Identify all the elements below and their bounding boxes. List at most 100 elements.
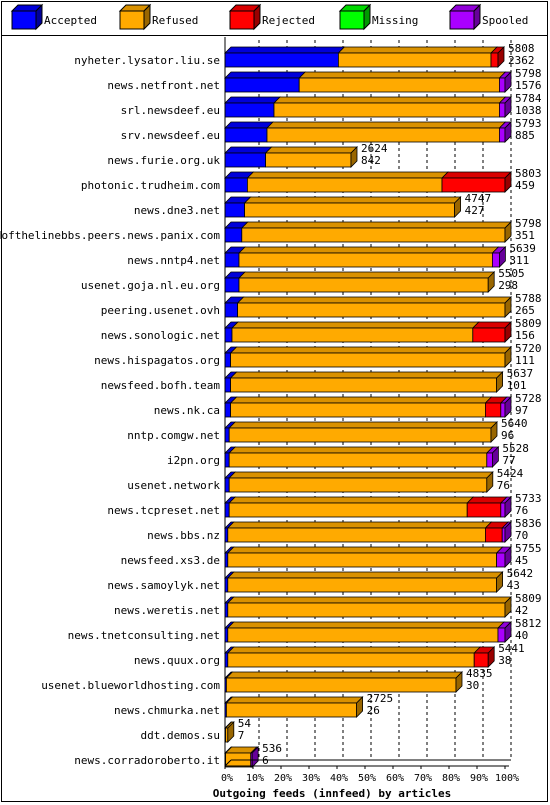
- bar-segment-refused: [227, 577, 497, 593]
- bar-segment-refused: [230, 377, 498, 393]
- bar-segment-refused: [230, 402, 486, 418]
- bar-top-refused: [273, 96, 507, 104]
- host-label: i2pn.org: [167, 454, 220, 467]
- host-label: endofthelinebbs.peers.news.panix.com: [0, 229, 220, 242]
- total-label: 54: [238, 717, 252, 730]
- bar-segment-spooled: [500, 502, 506, 518]
- host-label: peering.usenet.ovh: [101, 304, 220, 317]
- bar-side: [504, 171, 512, 193]
- host-label: news.tnetconsulting.net: [68, 629, 220, 642]
- bar-segment-refused: [227, 652, 475, 668]
- host-label: usenet.network: [127, 479, 220, 492]
- bar-top-refused: [228, 446, 494, 454]
- bar-segment-rejected: [441, 177, 506, 193]
- bar-top-refused: [246, 171, 449, 179]
- total-label: 5836: [515, 517, 542, 530]
- accepted-count-label: 459: [515, 179, 535, 192]
- bar-segment-refused: [337, 52, 492, 68]
- bar-segment-refused: [273, 102, 500, 118]
- x-tick-label: 0%: [221, 773, 233, 784]
- bar-side: [504, 396, 512, 418]
- host-label: news.dne3.net: [134, 204, 220, 217]
- bar-segment-spooled: [497, 627, 506, 643]
- bar-segment-accepted: [224, 77, 300, 93]
- bar-top-refused: [238, 246, 500, 254]
- total-label: 5642: [507, 567, 533, 580]
- bar-segment-accepted: [224, 277, 240, 293]
- legend-swatch: [119, 10, 145, 30]
- bar-side: [486, 471, 494, 493]
- bar-top-refused: [243, 196, 462, 204]
- legend-label: Refused: [152, 14, 198, 27]
- bar-segment-refused: [246, 177, 443, 193]
- legend-label: Rejected: [262, 14, 315, 27]
- legend-item-accepted: Accepted: [10, 3, 97, 31]
- total-label: 536: [262, 742, 282, 755]
- bar-top-refused: [226, 646, 482, 654]
- accepted-count-label: 97: [515, 404, 528, 417]
- bar-segment-accepted: [224, 377, 231, 393]
- accepted-count-label: 265: [515, 304, 535, 317]
- host-label: news.corradoroberto.it: [74, 754, 220, 767]
- legend-swatch: [229, 10, 255, 30]
- bar-top-refused: [238, 271, 496, 279]
- bar-side: [490, 421, 498, 443]
- bar-side: [504, 496, 512, 518]
- bar-side: [504, 71, 512, 93]
- accepted-count-label: 1038: [515, 104, 542, 117]
- legend-label: Spooled: [482, 14, 528, 27]
- x-tick-label: 70%: [414, 773, 432, 784]
- x-tick-label: 80%: [442, 773, 460, 784]
- bar-top-refused: [229, 346, 512, 354]
- bar-side: [497, 46, 505, 68]
- bar-segment-accepted: [224, 452, 230, 468]
- accepted-count-label: 76: [515, 504, 528, 517]
- host-label: news.samoylyk.net: [107, 579, 220, 592]
- bar-top-refused: [226, 621, 505, 629]
- bar-segment-refused: [228, 452, 488, 468]
- total-label: 5755: [515, 542, 542, 555]
- total-label: 2725: [367, 692, 394, 705]
- bar-top-refused: [228, 496, 475, 504]
- bar-top-accepted: [224, 71, 307, 79]
- bar-segment-refused: [228, 502, 468, 518]
- bar-side: [504, 596, 512, 618]
- accepted-count-label: 96: [501, 429, 514, 442]
- bar-segment-accepted: [224, 152, 266, 168]
- bar-segment-refused: [237, 302, 506, 318]
- host-label: usenet.goja.nl.eu.org: [81, 279, 220, 292]
- accepted-count-label: 351: [515, 229, 535, 242]
- total-label: 5441: [498, 642, 525, 655]
- bar-segment-accepted: [224, 427, 230, 443]
- bar-segment-refused: [227, 627, 499, 643]
- bar-side: [504, 521, 512, 543]
- host-label: newsfeed.xs3.de: [121, 554, 220, 567]
- host-label: news.nk.ca: [154, 404, 220, 417]
- bar-segment-accepted: [224, 177, 248, 193]
- bar-segment-refused: [238, 277, 489, 293]
- total-label: 5528: [502, 442, 529, 455]
- bar-side: [504, 96, 512, 118]
- bar-top-refused: [226, 521, 493, 529]
- accepted-count-label: 45: [515, 554, 528, 567]
- accepted-count-label: 76: [497, 479, 510, 492]
- legend-swatch: [11, 10, 37, 30]
- accepted-count-label: 311: [509, 254, 529, 267]
- accepted-count-label: 156: [515, 329, 535, 342]
- accepted-count-label: 43: [507, 579, 520, 592]
- accepted-count-label: 111: [515, 354, 535, 367]
- bar-side: [455, 671, 463, 693]
- host-label: news.weretis.net: [114, 604, 220, 617]
- bar-top-refused: [264, 146, 358, 154]
- bar-segment-refused: [227, 602, 506, 618]
- bar-top-refused: [228, 471, 494, 479]
